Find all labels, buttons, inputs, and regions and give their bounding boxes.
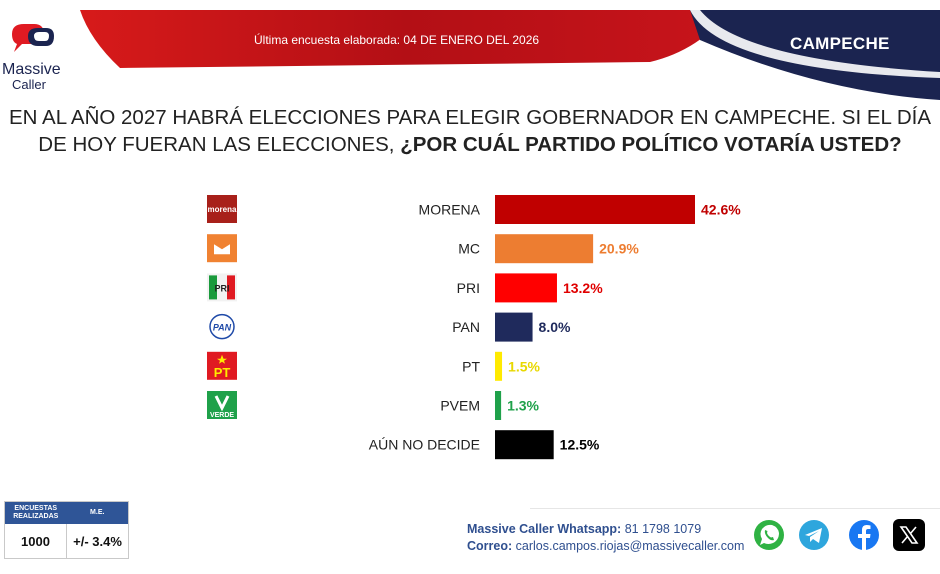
whatsapp-number[interactable]: 81 1798 1079 <box>624 522 702 536</box>
party-logo-5: VERDE <box>207 391 237 419</box>
value-label-6: 12.5% <box>560 437 600 453</box>
value-label-3: 8.0% <box>539 319 571 335</box>
question-title: EN AL AÑO 2027 HABRÁ ELECCIONES PARA ELE… <box>0 104 940 158</box>
value-label-0: 42.6% <box>701 202 741 218</box>
svg-text:morena: morena <box>208 205 237 214</box>
category-label-1: MC <box>458 241 480 257</box>
footer-divider <box>530 508 940 509</box>
value-label-1: 20.9% <box>599 241 639 257</box>
svg-text:PAN: PAN <box>213 323 232 333</box>
header-shapes <box>80 10 940 100</box>
state-label: CAMPECHE <box>790 34 890 53</box>
whatsapp-label: Massive Caller Whatsapp: <box>467 522 622 536</box>
contact-info: Massive Caller Whatsapp: 81 1798 1079 Co… <box>467 521 744 555</box>
header-encuestas: ENCUESTAS REALIZADAS <box>13 505 59 520</box>
survey-stats-table: ENCUESTAS REALIZADAS M.E. 1000 +/- 3.4% <box>4 501 129 559</box>
header-me: M.E. <box>90 509 105 516</box>
survey-stats-header: ENCUESTAS REALIZADAS M.E. <box>5 502 128 524</box>
massive-caller-logo: Massive Caller <box>0 20 72 95</box>
question-part1: EN AL AÑO 2027 HABRÁ ELECCIONES PARA ELE… <box>8 106 932 156</box>
bar-2 <box>495 273 557 303</box>
bar-6 <box>495 430 554 460</box>
whatsapp-icon[interactable] <box>752 518 786 552</box>
bar-1 <box>495 234 594 264</box>
survey-stats-values: 1000 +/- 3.4% <box>5 524 128 558</box>
category-label-5: PVEM <box>440 398 480 414</box>
value-label-5: 1.3% <box>507 398 539 414</box>
vote-intention-chart: MORENA 42.6% morena MC 20.9% PRI 13.2% PRI PAN 8.… <box>207 195 741 460</box>
party-logo-4: PT <box>207 351 237 380</box>
header-band: Última encuesta elaborada: 04 DE ENERO D… <box>0 0 940 100</box>
whatsapp-line: Massive Caller Whatsapp: 81 1798 1079 <box>467 521 744 538</box>
value-encuestas: 1000 <box>5 524 67 558</box>
svg-text:PT: PT <box>214 365 231 380</box>
svg-text:VERDE: VERDE <box>210 412 234 419</box>
survey-date: Última encuesta elaborada: 04 DE ENERO D… <box>254 33 540 47</box>
party-logo-0: morena <box>207 195 237 223</box>
category-label-0: MORENA <box>419 202 481 218</box>
bar-5 <box>495 391 502 420</box>
email-label: Correo: <box>467 539 513 553</box>
category-label-4: PT <box>462 358 480 374</box>
bar-0 <box>495 195 695 224</box>
party-logo-1 <box>207 234 237 263</box>
telegram-icon[interactable] <box>797 518 831 552</box>
question-part2: ¿POR CUÁL PARTIDO POLÍTICO VOTARÍA USTED… <box>400 133 902 156</box>
category-label-3: PAN <box>452 319 480 335</box>
category-label-6: AÚN NO DECIDE <box>369 437 480 453</box>
email-line: Correo: carlos.campos.riojas@massivecall… <box>467 538 744 555</box>
party-logo-2: PRI <box>207 273 237 302</box>
bar-4 <box>495 351 503 381</box>
category-label-2: PRI <box>457 280 480 296</box>
email-address[interactable]: carlos.campos.riojas@massivecaller.com <box>515 539 745 553</box>
x-icon[interactable] <box>892 518 926 552</box>
facebook-icon[interactable] <box>847 518 881 552</box>
value-me: +/- 3.4% <box>73 533 122 549</box>
party-logo-3: PAN <box>207 312 237 341</box>
logo-mark-icon <box>12 24 54 52</box>
value-label-2: 13.2% <box>563 280 603 296</box>
bar-3 <box>495 312 533 342</box>
brand-name-line2: Caller <box>12 77 46 92</box>
brand-name-line1: Massive <box>2 61 61 78</box>
value-label-4: 1.5% <box>508 358 540 374</box>
svg-text:PRI: PRI <box>214 283 229 293</box>
